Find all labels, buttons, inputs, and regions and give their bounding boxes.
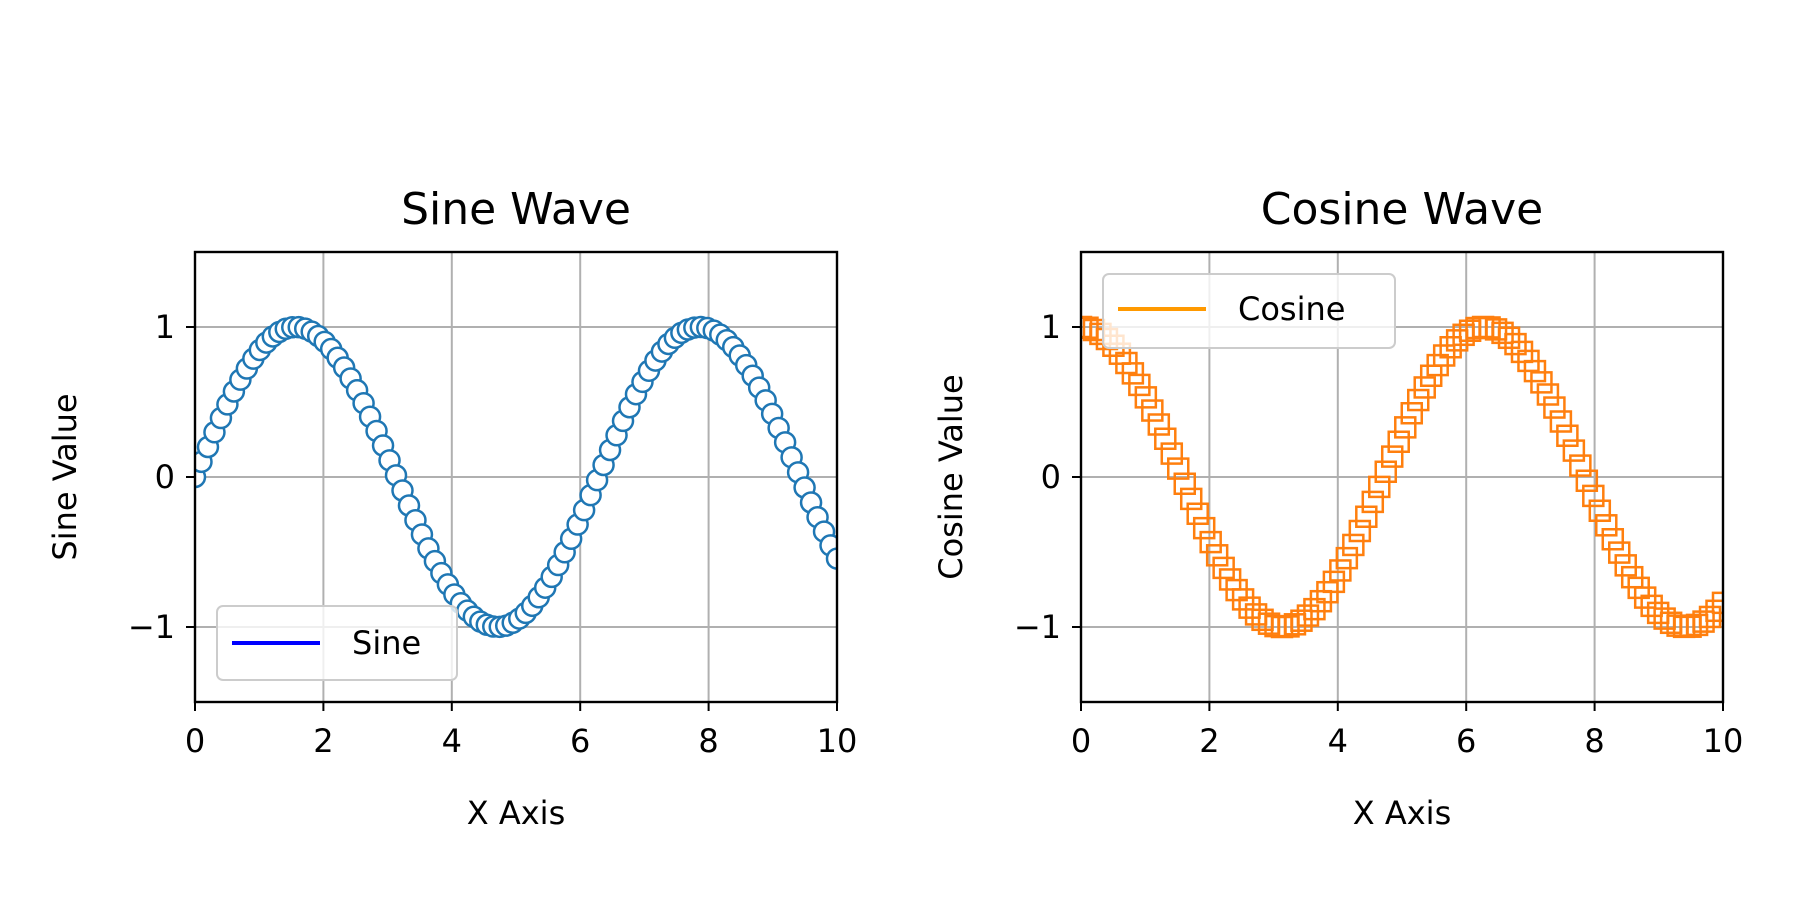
sine-x-axis-label: X Axis bbox=[467, 794, 565, 832]
cosine-data-point bbox=[1205, 544, 1229, 567]
cosine-data-point bbox=[1685, 613, 1709, 637]
cosine-x-tick-label: 10 bbox=[1703, 722, 1744, 760]
cosine-data-point bbox=[1348, 519, 1372, 543]
cosine-data-point bbox=[1128, 373, 1151, 397]
cosine-x-axis-label: X Axis bbox=[1353, 794, 1451, 832]
cosine-data-point bbox=[1173, 472, 1196, 495]
cosine-data-point bbox=[1633, 586, 1657, 609]
cosine-data-point bbox=[1601, 528, 1625, 551]
cosine-data-point bbox=[1608, 541, 1631, 564]
cosine-data-point bbox=[1400, 402, 1424, 425]
sine-x-tick-label: 2 bbox=[313, 722, 333, 760]
sine-legend: Sine bbox=[216, 605, 458, 681]
cosine-data-point bbox=[1705, 599, 1723, 623]
cosine-data-point bbox=[1141, 399, 1164, 422]
sine-series bbox=[195, 315, 837, 639]
cosine-data-point bbox=[1192, 516, 1216, 540]
cosine-data-point bbox=[1355, 505, 1378, 528]
cosine-data-point bbox=[1484, 318, 1508, 341]
cosine-data-point bbox=[1698, 605, 1722, 629]
cosine-y-tick-label: −1 bbox=[1014, 608, 1061, 646]
cosine-chart-title: Cosine Wave bbox=[1261, 184, 1544, 235]
sine-y-axis-label: Sine Value bbox=[46, 393, 84, 560]
cosine-x-tick-label: 2 bbox=[1199, 722, 1219, 760]
cosine-data-point bbox=[1160, 442, 1184, 465]
sine-x-tick-label: 10 bbox=[817, 722, 858, 760]
cosine-data-point bbox=[1439, 336, 1462, 359]
cosine-data-point bbox=[1504, 332, 1527, 356]
cosine-data-point bbox=[1296, 604, 1320, 627]
cosine-data-point bbox=[1569, 454, 1592, 477]
cosine-data-point bbox=[1303, 597, 1326, 621]
cosine-data-point bbox=[1147, 413, 1171, 436]
cosine-data-point bbox=[1167, 457, 1190, 480]
cosine-data-point bbox=[1497, 326, 1521, 350]
cosine-data-point bbox=[1368, 475, 1391, 499]
cosine-data-point bbox=[1212, 556, 1235, 580]
cosine-data-point bbox=[1575, 469, 1599, 492]
cosine-data-point bbox=[1374, 460, 1398, 483]
cosine-legend: Cosine bbox=[1102, 273, 1396, 349]
cosine-x-tick-label: 4 bbox=[1328, 722, 1348, 760]
sine-panel: 0 2 4 6 8 10−101 Sine Wave X Axis Sine Value … bbox=[46, 184, 857, 832]
cosine-data-point bbox=[1342, 533, 1365, 557]
cosine-data-point bbox=[1543, 396, 1566, 419]
cosine-data-point bbox=[1556, 424, 1579, 447]
cosine-data-point bbox=[1231, 588, 1255, 611]
cosine-data-point bbox=[1413, 376, 1436, 399]
cosine-data-point bbox=[1121, 362, 1145, 385]
sine-y-tick-label: −1 bbox=[128, 608, 175, 646]
cosine-x-tick-label: 8 bbox=[1584, 722, 1604, 760]
sine-x-tick-label: 8 bbox=[698, 722, 718, 760]
cosine-panel: 0 2 4 6 8 10 −1 0 1 Cosine Wave X Axis Cosine Va… bbox=[932, 184, 1743, 832]
cosine-y-tick-label: 1 bbox=[1041, 308, 1061, 346]
sine-legend-box bbox=[216, 605, 458, 681]
cosine-x-tick-label: 6 bbox=[1456, 722, 1476, 760]
cosine-data-point bbox=[1588, 499, 1612, 522]
cosine-data-point bbox=[1711, 591, 1723, 615]
cosine-data-point bbox=[1329, 559, 1352, 582]
cosine-data-point bbox=[1406, 388, 1430, 412]
cosine-data-point bbox=[1134, 386, 1158, 409]
cosine-ticks: 0 2 4 6 8 10 −1 0 1 bbox=[1014, 308, 1744, 760]
cosine-data-point bbox=[1179, 487, 1203, 511]
cosine-data-point bbox=[1582, 484, 1605, 508]
cosine-data-point bbox=[1186, 502, 1209, 525]
cosine-data-point bbox=[1380, 445, 1404, 468]
cosine-data-point bbox=[1614, 554, 1637, 577]
cosine-data-point bbox=[1283, 613, 1307, 636]
cosine-data-point bbox=[1361, 490, 1385, 514]
sine-ticks: 0 2 4 6 8 10 −1 0 1 bbox=[128, 308, 858, 760]
cosine-data-point bbox=[1432, 344, 1456, 367]
cosine-data-point bbox=[1238, 596, 1261, 619]
cosine-data-point bbox=[1640, 594, 1663, 618]
cosine-data-point bbox=[1387, 430, 1410, 453]
cosine-data-point bbox=[1394, 416, 1417, 439]
cosine-legend-label: Cosine bbox=[1238, 290, 1345, 328]
cosine-data-point bbox=[1562, 439, 1586, 462]
cosine-data-point bbox=[1322, 570, 1346, 594]
cosine-legend-box bbox=[1102, 273, 1396, 349]
sine-data-point bbox=[825, 547, 837, 570]
sine-x-tick-label: 4 bbox=[442, 722, 462, 760]
cosine-x-tick-label: 0 bbox=[1071, 722, 1091, 760]
cosine-data-point bbox=[1290, 609, 1313, 632]
cosine-y-axis-label: Cosine Value bbox=[932, 374, 970, 580]
sine-y-tick-label: 1 bbox=[155, 308, 175, 346]
cosine-data-point bbox=[1536, 383, 1560, 406]
cosine-data-point bbox=[1530, 371, 1553, 394]
sine-x-tick-label: 0 bbox=[185, 722, 205, 760]
cosine-data-point bbox=[1199, 530, 1222, 554]
cosine-data-point bbox=[1335, 546, 1359, 570]
cosine-y-tick-label: 0 bbox=[1041, 458, 1061, 496]
cosine-data-point bbox=[1549, 410, 1573, 433]
sine-chart-title: Sine Wave bbox=[401, 184, 631, 235]
sine-x-tick-label: 6 bbox=[570, 722, 590, 760]
sine-legend-label: Sine bbox=[352, 624, 421, 662]
cosine-data-point bbox=[1595, 514, 1618, 537]
sine-y-tick-label: 0 bbox=[155, 458, 175, 496]
cosine-data-point bbox=[1154, 427, 1177, 450]
